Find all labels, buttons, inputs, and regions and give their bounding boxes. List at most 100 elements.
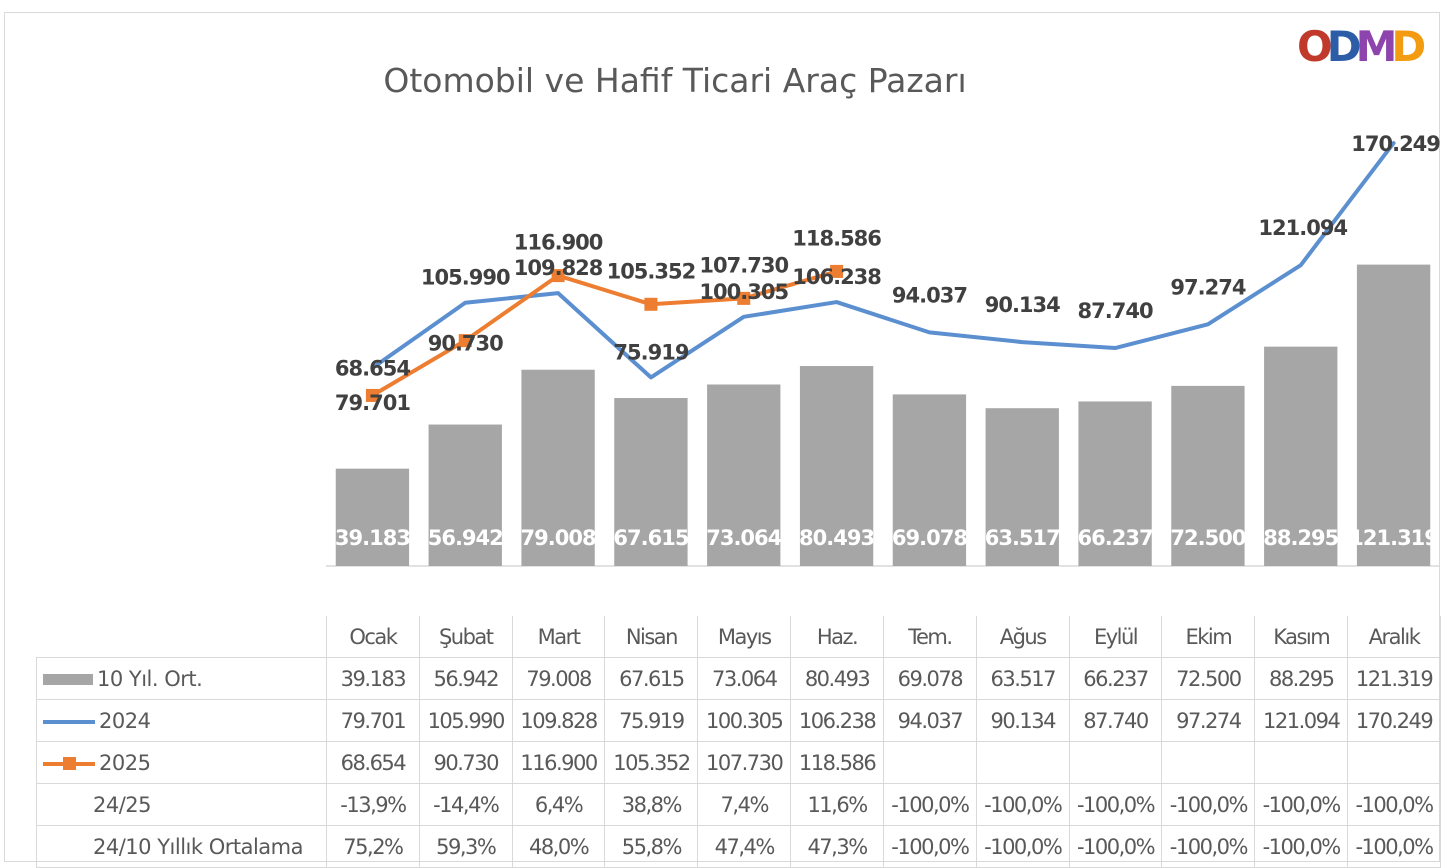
label-2024-4: 75.919 [613,340,688,364]
bar-label-6: 80.493 [799,526,874,550]
logo-letter-3: M [1355,22,1398,71]
bar-label-7: 69.078 [892,526,967,550]
month-header: Ekim [1161,616,1256,658]
table-cell [1161,741,1256,784]
row-label: 24/25 [93,792,152,817]
table-cell: 59,3% [418,825,513,868]
month-header: Ağus [975,616,1070,658]
bar-11 [1264,346,1338,566]
table-cell: 90.730 [418,741,513,784]
line-2024 [370,141,1396,380]
table-cell: -100,0% [1254,825,1349,868]
table-cell: -100,0% [882,783,977,826]
table-cell: -14,4% [418,783,513,826]
table-cell: 7,4% [697,783,792,826]
bar-label-8: 63.517 [985,526,1060,550]
table-cell [1347,741,1441,784]
month-header: Mayıs [697,616,792,658]
bar-label-4: 67.615 [613,526,688,550]
table-cell: 66.237 [1068,657,1163,700]
lines-layer [365,141,1396,402]
line-2025-marker-5 [737,291,751,305]
label-2024-7: 94.037 [892,283,967,307]
table-cell: 47,3% [790,825,884,868]
table-corner [37,616,327,658]
table-cell: -100,0% [882,825,977,868]
row-label: 2025 [99,750,151,775]
table-cell: 88.295 [1254,657,1349,700]
row-label-cell: 10 Yıl. Ort. [36,657,327,700]
label-2024-2: 105.990 [421,266,510,290]
bar-label-2: 56.942 [428,526,503,550]
bar-1 [335,468,410,566]
label-2024-6: 106.238 [792,265,881,289]
table-cell: 116.900 [511,741,606,784]
table-cell: 47,4% [697,825,792,868]
table-cell: -100,0% [1254,783,1349,826]
table-row: 2024 79.701 105.990 109.828 75.919 100.305 106… [36,699,1441,742]
bar-2 [428,424,502,566]
month-header: Haz. [790,616,884,658]
table-cell: 121.319 [1347,657,1441,700]
logo-letter-2: D [1326,22,1362,71]
month-header: Kasım [1254,616,1349,658]
line-2025-marker-4 [644,297,658,311]
table-cell: 63.517 [975,657,1070,700]
table-cell: -13,9% [326,783,420,826]
table-cell: 80.493 [790,657,884,700]
month-header: Nisan [604,616,699,658]
month-header: Tem. [882,616,977,658]
table-cell: -100,0% [1347,825,1441,868]
bar-7 [892,394,967,566]
bars-layer [335,264,1431,566]
table-header-row: Ocak Şubat Mart Nisan Mayıs Haz. Tem. Ağus Eylül… [37,616,1441,658]
row-label-cell: 24/10 Yıllık Ortalama [36,825,327,868]
table-cell: 48,0% [511,825,606,868]
label-2025-6: 118.586 [792,226,881,250]
bar-label-9: 66.237 [1078,526,1153,550]
bar-10 [1171,385,1245,566]
table-cell: 87.740 [1068,699,1163,742]
table-cell: 121.094 [1254,699,1349,742]
table-cell: 68.654 [326,741,420,784]
table-cell: -100,0% [975,783,1070,826]
table-cell: 56.942 [418,657,513,700]
table-cell: -100,0% [1068,825,1163,868]
table-cell: -100,0% [1161,825,1256,868]
table-cell: 97.274 [1161,699,1256,742]
label-2024-5: 100.305 [699,280,788,304]
bar-label-5: 73.064 [706,526,781,550]
bar-12 [1356,264,1431,566]
table-cell: 55,8% [604,825,699,868]
table-cell: 73.064 [697,657,792,700]
table-cell: 109.828 [511,699,606,742]
month-header: Eylül [1068,616,1163,658]
table-cell: 106.238 [790,699,884,742]
table-cell [1254,741,1349,784]
row-label-cell: 2024 [36,699,327,742]
labels-layer: 39.183 56.942 79.008 67.615 73.064 80.493 69.0… [335,132,1441,550]
bar-label-12: 121.319 [1349,526,1438,550]
label-2024-1: 79.701 [335,391,410,415]
label-2025-5: 107.730 [699,253,788,277]
bar-label-3: 79.008 [521,526,596,550]
table-cell: 170.249 [1347,699,1441,742]
bar-4 [614,398,688,566]
table-cell: 118.586 [790,741,884,784]
line-2025 [370,269,839,398]
bar-3 [521,369,595,566]
legend-key-bar [43,674,93,685]
label-2024-12: 170.249 [1351,132,1440,156]
legend-key-2024 [43,719,95,724]
table-row: 24/25 -13,9% -14,4% 6,4% 38,8% 7,4% 11,6% -100,… [36,783,1441,826]
table-row: 10 Yıl. Ort. 39.183 56.942 79.008 67.615 73.0… [36,657,1441,700]
table-cell: -100,0% [1347,783,1441,826]
month-header: Ocak [326,616,420,658]
table-cell: 6,4% [511,783,606,826]
line-2025-marker-6 [830,264,844,278]
table-cell: 67.615 [604,657,699,700]
legend-key-2025 [43,756,95,770]
month-header: Mart [511,616,606,658]
label-2024-8: 90.134 [985,293,1060,317]
